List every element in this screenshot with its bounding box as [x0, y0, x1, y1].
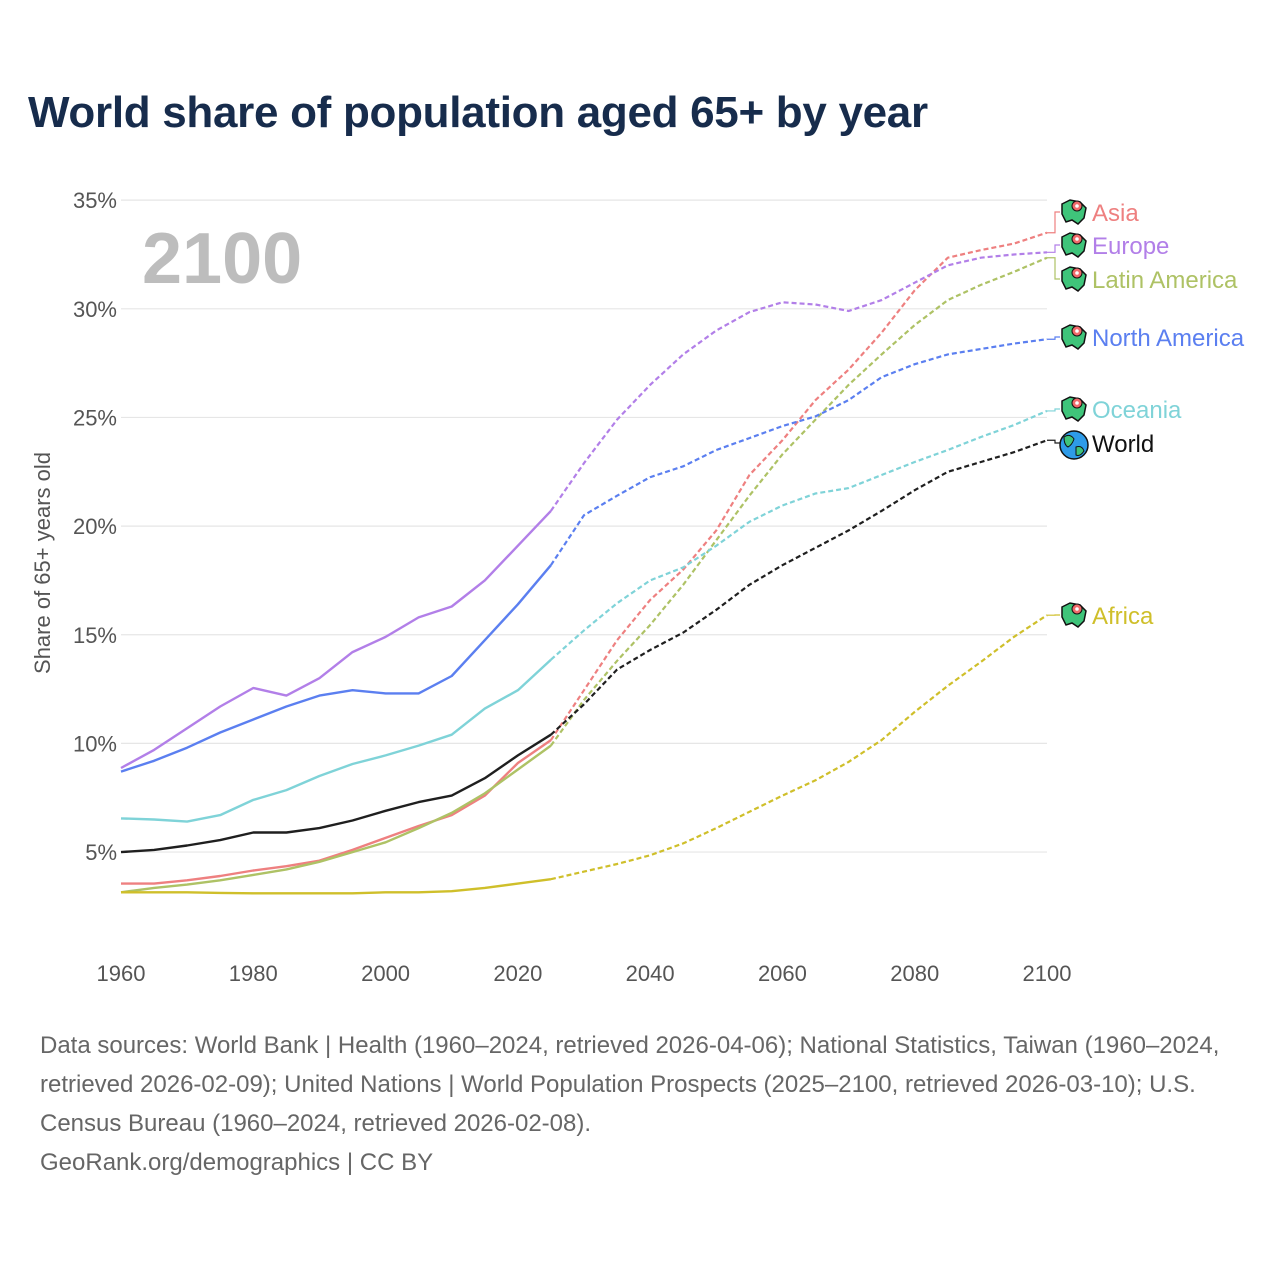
series-lines — [120, 231, 1048, 895]
projected-line — [550, 439, 1048, 736]
projected-line — [549, 338, 1048, 566]
series-africa — [121, 614, 1048, 895]
y-tick-label: 5% — [85, 840, 117, 865]
y-tick-label: 20% — [73, 514, 117, 539]
x-tick-label: 2040 — [626, 961, 675, 986]
series-label: Europe — [1092, 233, 1169, 260]
latin-america-map-icon — [1061, 266, 1087, 292]
series-label: Africa — [1092, 603, 1154, 630]
footer: Data sources: World Bank | Health (1960–… — [40, 1026, 1250, 1182]
projected-line — [549, 231, 1048, 741]
asia-map-icon — [1061, 199, 1087, 225]
projected-line — [549, 251, 1048, 512]
x-tick-label: 2020 — [493, 961, 542, 986]
projected-line — [550, 614, 1048, 881]
africa-map-icon — [1061, 602, 1087, 628]
series-north-america — [120, 338, 1048, 773]
x-tick-label: 2000 — [361, 961, 410, 986]
chart-title: World share of population aged 65+ by ye… — [28, 88, 928, 137]
data-sources: Data sources: World Bank | Health (1960–… — [40, 1032, 1220, 1137]
series-label: Oceania — [1092, 397, 1182, 424]
projected-line — [550, 256, 1048, 747]
series-label: North America — [1092, 325, 1245, 352]
y-tick-label: 10% — [73, 731, 117, 756]
series-oceania — [120, 409, 1048, 823]
series-label: Latin America — [1092, 267, 1238, 294]
x-tick-label: 2080 — [890, 961, 939, 986]
historical-line — [120, 744, 552, 894]
historical-line — [120, 564, 552, 773]
oceania-map-icon — [1061, 396, 1087, 422]
north-america-map-icon — [1061, 324, 1087, 350]
line-chart: 2100 5% 10% 15% 20% 25% 30% 35% 1960 1980 2000 20… — [30, 188, 1245, 986]
credit-link[interactable]: GeoRank.org/demographics | CC BY — [40, 1149, 434, 1176]
label-connector — [1047, 439, 1060, 444]
historical-line — [121, 878, 552, 895]
historical-line — [120, 510, 552, 770]
y-tick-label: 15% — [73, 623, 117, 648]
label-connector — [1047, 336, 1060, 340]
x-axis-ticks: 1960 1980 2000 2020 2040 2060 2080 2100 — [97, 961, 1072, 986]
label-connector — [1047, 244, 1060, 253]
x-tick-label: 2100 — [1023, 961, 1072, 986]
series-label: World — [1092, 431, 1154, 458]
x-tick-label: 2060 — [758, 961, 807, 986]
globe-icon — [1059, 430, 1089, 460]
series-world — [120, 439, 1048, 854]
series-label: Asia — [1092, 200, 1139, 227]
x-tick-label: 1980 — [229, 961, 278, 986]
historical-line — [121, 739, 552, 885]
y-axis-ticks: 5% 10% 15% 20% 25% 30% 35% — [73, 188, 117, 865]
series-europe — [120, 251, 1048, 770]
gridlines — [121, 199, 1047, 853]
year-watermark: 2100 — [142, 219, 302, 299]
y-tick-label: 30% — [73, 297, 117, 322]
series-latin-america — [120, 256, 1048, 894]
label-connector — [1047, 257, 1060, 280]
historical-line — [120, 658, 552, 823]
x-tick-label: 1960 — [97, 961, 146, 986]
label-connector — [1047, 211, 1060, 234]
series-asia — [121, 231, 1048, 885]
y-tick-label: 35% — [73, 188, 117, 213]
y-axis-label: Share of 65+ years old — [30, 452, 55, 674]
series-labels: Asia Europe Latin America North America Ocea… — [1047, 199, 1245, 630]
projected-line — [550, 409, 1048, 661]
europe-map-icon — [1061, 232, 1087, 258]
historical-line — [120, 733, 552, 854]
label-connector — [1047, 408, 1060, 412]
y-tick-label: 25% — [73, 405, 117, 430]
